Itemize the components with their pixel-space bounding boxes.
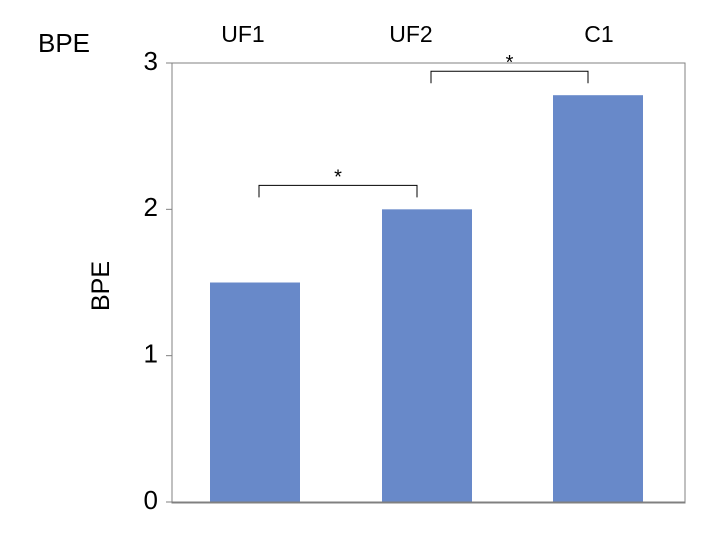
y-tick-label: 3 [144,46,158,76]
bars [172,95,685,503]
significance-bracket [430,70,589,84]
category-label-c1: C1 [584,21,613,47]
y-tick-label: 0 [144,485,158,515]
significance-marker: * [334,166,342,188]
category-label-uf1: UF1 [221,21,264,47]
plot-frame [171,62,686,504]
y-tick-label: 2 [144,192,158,222]
significance-marker: * [506,52,514,74]
bar-uf1 [210,282,300,502]
category-labels: UF1 UF2 C1 [221,21,613,47]
y-tick-label: 1 [144,339,158,369]
bar-uf2 [382,209,472,503]
y-axis-ticks: 0 1 2 3 [144,46,172,515]
bar-c1 [553,95,643,503]
category-label-uf2: UF2 [389,21,432,47]
significance-bracket [258,184,418,198]
chart-title: BPE [38,28,90,58]
significance-brackets: ** [258,52,589,198]
y-axis-label: BPE [87,261,115,311]
